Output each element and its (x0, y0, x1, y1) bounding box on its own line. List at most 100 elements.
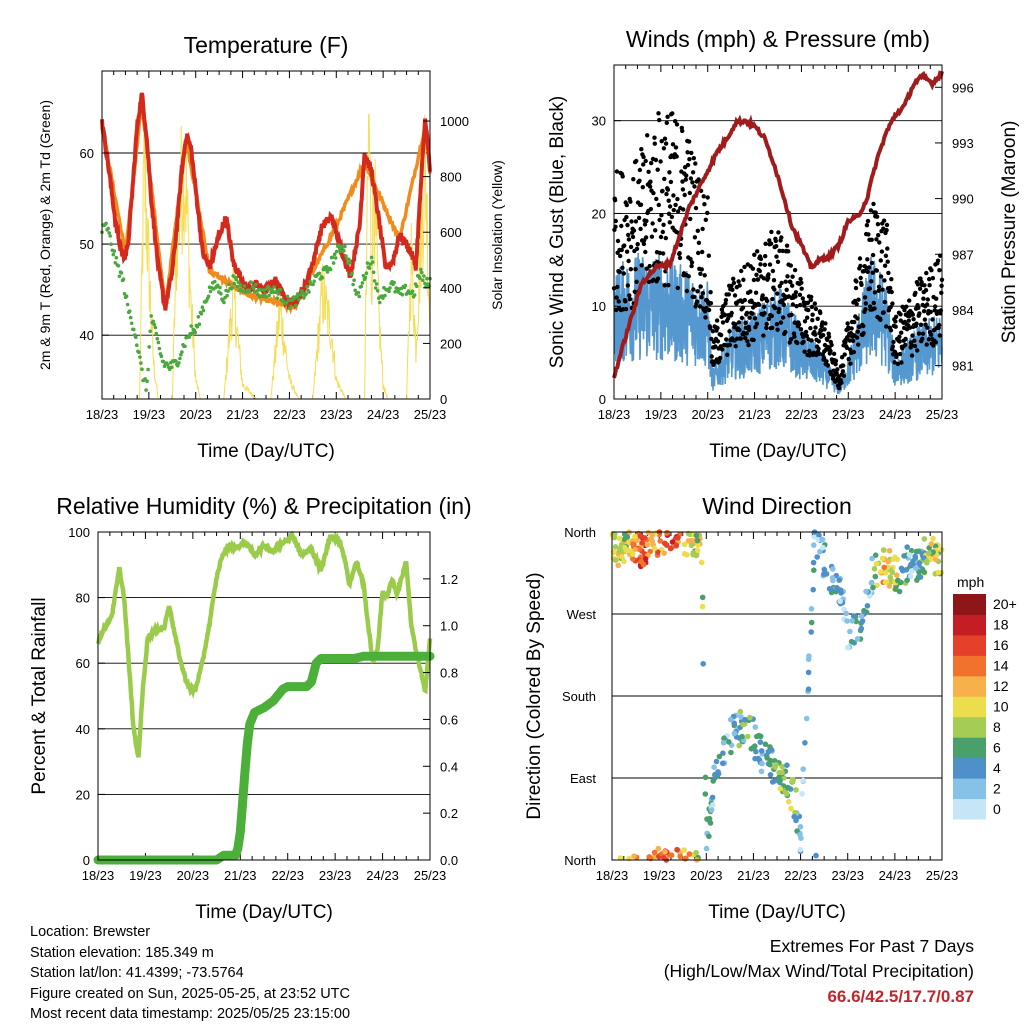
direction-point (773, 762, 779, 768)
direction-point (694, 537, 701, 544)
dewpoint-point (350, 271, 354, 276)
gust-point (854, 301, 859, 307)
direction-point (805, 686, 812, 692)
gust-point (774, 244, 779, 249)
gust-point (803, 329, 809, 335)
gust-point (861, 269, 867, 274)
gust-point (858, 263, 863, 269)
gust-point (727, 329, 732, 334)
dewpoint-point (124, 294, 129, 299)
dewpoint-point (230, 286, 234, 290)
direction-point (871, 566, 878, 572)
direction-point (661, 550, 667, 556)
dewpoint-point (370, 260, 375, 264)
direction-point (845, 644, 851, 651)
gust-point (777, 283, 782, 289)
direction-point (690, 551, 696, 558)
gust-point (924, 302, 930, 307)
colorbar-label: 6 (993, 739, 1001, 755)
dewpoint-point (293, 303, 298, 308)
gust-point (771, 278, 777, 283)
dewpoint-point (174, 359, 178, 363)
gust-point (857, 256, 863, 261)
colorbar-label: 8 (993, 719, 1001, 735)
gust-point (909, 343, 914, 348)
y-tick-label: 40 (76, 722, 90, 737)
direction-point (863, 588, 869, 595)
gust-point (709, 354, 714, 359)
gust-point (831, 368, 836, 373)
direction-point (797, 831, 803, 838)
y2-tick-label: 400 (440, 281, 462, 296)
x-tick-label: 22/23 (785, 407, 818, 422)
colorbar-label: 16 (993, 637, 1009, 653)
gust-point (753, 290, 759, 295)
dewpoint-point (276, 292, 281, 296)
colorbar-label: 4 (993, 760, 1001, 776)
dewpoint-point (274, 289, 279, 294)
colorbar-label: 18 (993, 617, 1009, 633)
gust-point (922, 283, 927, 288)
gust-point (858, 275, 863, 281)
direction-point (752, 724, 759, 730)
y2-tick-label: 996 (952, 80, 974, 95)
gust-point (662, 176, 667, 182)
gust-point (660, 188, 665, 194)
gust-point (846, 356, 851, 362)
gust-point (775, 259, 781, 264)
gust-point (746, 342, 751, 348)
gust-point (869, 237, 874, 242)
gust-point (911, 317, 916, 322)
direction-point (699, 594, 706, 601)
gust-point (718, 332, 724, 338)
x-tick-label: 22/23 (784, 868, 817, 883)
info-elevation: Station elevation: 185.349 m (30, 944, 214, 961)
gust-point (688, 216, 693, 222)
gust-point (705, 210, 710, 216)
colorbar-title: mph (957, 574, 984, 590)
gust-point (619, 247, 624, 253)
x-tick-label: 25/23 (926, 868, 959, 883)
plot-frame (97, 531, 431, 861)
gust-point (876, 284, 882, 289)
direction-point (814, 554, 820, 560)
direction-point (769, 779, 776, 785)
gust-point (661, 222, 666, 227)
gust-point (708, 326, 713, 331)
gust-point (690, 170, 696, 175)
dewpoint-point (219, 292, 223, 296)
gust-point (784, 287, 789, 292)
direction-point (703, 845, 710, 852)
gust-point (752, 252, 757, 257)
gust-point (921, 296, 926, 301)
gust-point (831, 351, 837, 356)
gust-point (931, 343, 936, 348)
gust-point (861, 323, 866, 329)
gust-point (926, 337, 932, 342)
dewpoint-point (419, 267, 423, 272)
dewpoint-point (317, 271, 322, 276)
direction-point (630, 556, 636, 562)
direction-point (661, 855, 667, 861)
gust-point (893, 319, 898, 324)
y-axis-label: 2m & 9m T (Red, Orange) & 2m Td (Green) (37, 100, 53, 370)
direction-point (850, 613, 857, 619)
direction-point (805, 669, 812, 676)
gust-point (873, 210, 878, 215)
dewpoint-point (369, 255, 374, 260)
gust-point (927, 277, 932, 282)
gust-point (916, 305, 921, 310)
gust-point (856, 342, 861, 347)
gust-point (859, 282, 864, 287)
direction-point (645, 529, 652, 536)
dewpoint-point (169, 365, 174, 370)
gust-point (622, 243, 627, 248)
colorbar-swatch (953, 778, 986, 800)
direction-point (630, 541, 636, 548)
gust-point (659, 213, 664, 218)
dewpoint-point (121, 277, 126, 282)
gust-point (652, 141, 657, 146)
direction-point (682, 856, 689, 862)
gust-point (776, 230, 781, 235)
direction-point (662, 540, 668, 547)
